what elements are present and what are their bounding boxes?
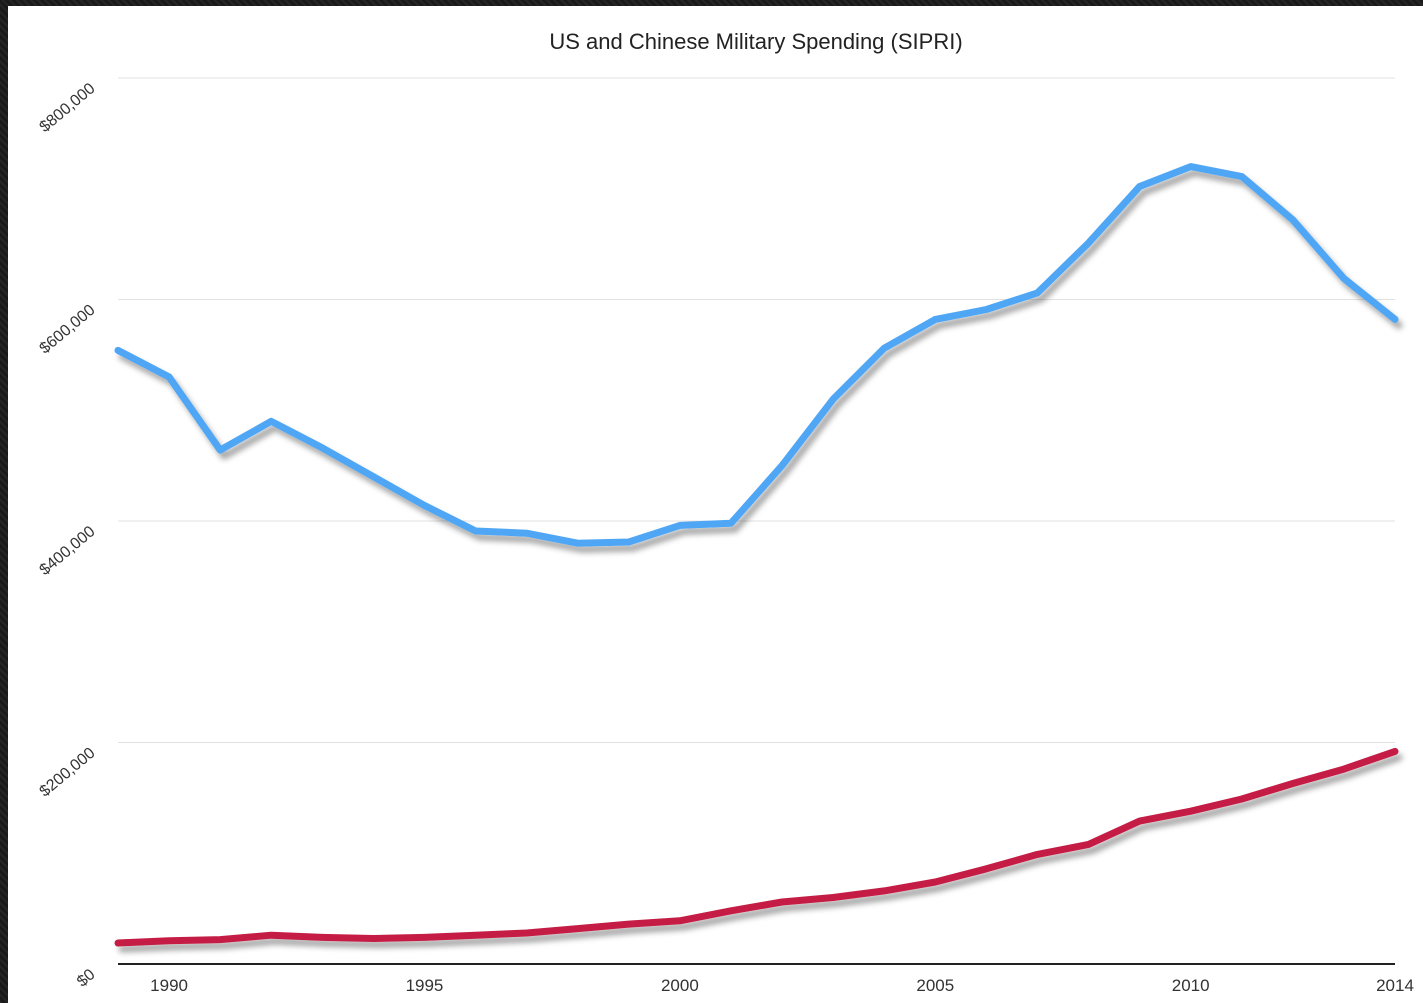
y-tick-labels: $0 $200,000 $400,000 $600,000 $800,000 [37, 80, 99, 991]
line-chart: US and Chinese Military Spending (SIPRI)… [37, 29, 1414, 995]
x-tick-labels: 1990 1995 2000 2005 2010 2014 [150, 976, 1414, 995]
series-line-blue [114, 163, 1399, 547]
x-tick-label: 2000 [661, 976, 699, 995]
chart-panel: US and Chinese Military Spending (SIPRI)… [8, 6, 1423, 1003]
y-tick-label: $600,000 [37, 301, 99, 357]
y-tick-label: $400,000 [37, 523, 99, 579]
chart-title: US and Chinese Military Spending (SIPRI) [549, 29, 962, 54]
x-tick-label: 2010 [1172, 976, 1210, 995]
gridlines [118, 77, 1395, 743]
x-tick-label: 1995 [406, 976, 444, 995]
series-line-red [114, 747, 1399, 947]
x-tick-label: 2005 [916, 976, 954, 995]
x-tick-label: 2014 [1376, 976, 1414, 995]
series-lines [114, 163, 1399, 947]
y-tick-label: $800,000 [37, 80, 99, 136]
y-tick-label: $0 [74, 966, 99, 991]
x-tick-label: 1990 [150, 976, 188, 995]
y-tick-label: $200,000 [37, 744, 99, 800]
